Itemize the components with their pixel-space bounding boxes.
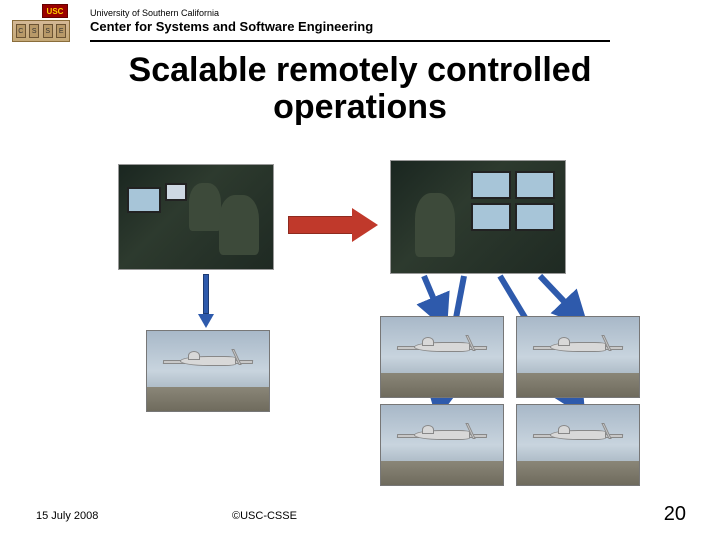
drone-image-5 xyxy=(516,404,640,486)
blue-arrow-single-icon xyxy=(200,274,212,330)
red-arrow-icon xyxy=(288,208,380,242)
page-number: 20 xyxy=(664,503,686,526)
drone-image-1 xyxy=(146,330,270,412)
control-station-left-image xyxy=(118,164,274,270)
drone-image-2 xyxy=(380,316,504,398)
control-station-right-image xyxy=(390,160,566,274)
footer-copyright: ©USC-CSSE xyxy=(232,510,297,522)
footer-date: 15 July 2008 xyxy=(36,510,98,522)
drone-image-4 xyxy=(380,404,504,486)
drone-image-3 xyxy=(516,316,640,398)
slide-content xyxy=(0,0,720,540)
